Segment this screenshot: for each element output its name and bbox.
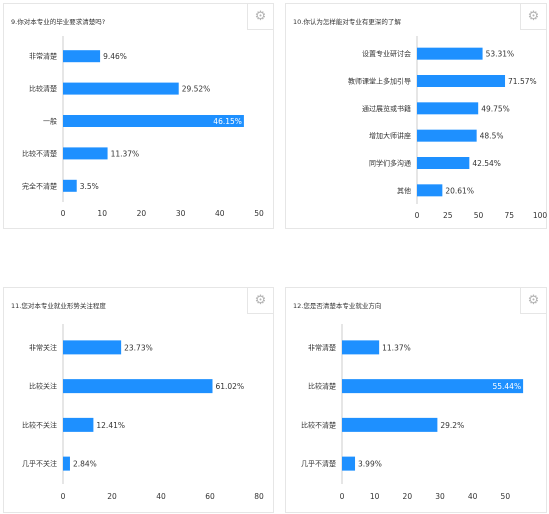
data-label: 42.54% bbox=[472, 159, 501, 168]
tick-label: 25 bbox=[443, 211, 453, 220]
tick-label: 40 bbox=[468, 492, 478, 501]
category-label: 通过展览或书籍 bbox=[362, 104, 411, 113]
bar bbox=[63, 417, 94, 432]
tick-label: 30 bbox=[176, 209, 186, 218]
chart-title: 11.您对本专业就业形势关注程度 bbox=[11, 302, 106, 310]
category-label: 同学们多沟通 bbox=[369, 159, 411, 168]
data-label: 20.61% bbox=[445, 186, 474, 195]
bar bbox=[417, 75, 506, 87]
bar bbox=[417, 184, 443, 197]
bar bbox=[63, 179, 77, 192]
tick-label: 50 bbox=[474, 211, 484, 220]
data-label: 3.99% bbox=[358, 460, 382, 469]
bar bbox=[417, 157, 470, 169]
bar bbox=[417, 47, 483, 60]
category-label: 其他 bbox=[397, 186, 411, 195]
data-label: 29.52% bbox=[182, 85, 211, 94]
category-label: 增加大师讲座 bbox=[369, 131, 411, 140]
category-label: 完全不清楚 bbox=[22, 181, 57, 190]
bar bbox=[63, 147, 108, 160]
data-label: 11.37% bbox=[382, 343, 411, 352]
tick-label: 50 bbox=[254, 209, 264, 218]
tick-label: 50 bbox=[501, 492, 511, 501]
data-label: 9.46% bbox=[103, 52, 127, 61]
tick-label: 20 bbox=[403, 492, 413, 501]
bar-chart-2: 设置专业研讨会 53.31% 教师课堂上多加引导 71.57% 通过展览或书籍 49.75… bbox=[348, 36, 548, 220]
bar bbox=[342, 340, 380, 355]
data-label: 12.41% bbox=[96, 421, 125, 430]
category-label: 非常关注 bbox=[29, 343, 57, 352]
data-label: 61.02% bbox=[215, 382, 244, 391]
data-label: 71.57% bbox=[508, 77, 537, 86]
category-label: 比较不关注 bbox=[22, 420, 57, 429]
gear-icon[interactable]: ⚙ bbox=[247, 288, 273, 314]
category-label: 比较清楚 bbox=[29, 84, 57, 93]
category-label: 比较不清楚 bbox=[301, 420, 336, 429]
bar bbox=[63, 50, 101, 63]
bar bbox=[63, 379, 213, 394]
category-label: 一般 bbox=[43, 117, 57, 126]
category-label: 几乎不关注 bbox=[22, 459, 57, 468]
category-label: 非常清楚 bbox=[29, 52, 57, 61]
data-label: 55.44% bbox=[492, 382, 521, 391]
tick-label: 10 bbox=[97, 209, 107, 218]
chart-panel-3: 11.您对本专业就业形势关注程度 ⚙ 非常关注 23.73% 比较关注 61.02% 比… bbox=[3, 287, 274, 513]
tick-label: 0 bbox=[340, 492, 345, 501]
tick-label: 30 bbox=[435, 492, 445, 501]
tick-label: 0 bbox=[61, 209, 66, 218]
tick-label: 75 bbox=[504, 211, 514, 220]
data-label: 48.5% bbox=[480, 132, 504, 141]
bar bbox=[342, 456, 356, 471]
bar bbox=[63, 82, 179, 95]
bar bbox=[63, 456, 70, 471]
tick-label: 100 bbox=[533, 211, 548, 220]
data-label: 49.75% bbox=[481, 104, 510, 113]
chart-panel-4: 12.您是否清楚本专业就业方向 ⚙ 非常清楚 11.37% 比较清楚 55.44% 比较… bbox=[285, 287, 547, 513]
bar-chart-4: 非常清楚 11.37% 比较清楚 55.44% 比较不清楚 29.2% 几乎不清楚 3.99%… bbox=[301, 324, 524, 501]
tick-label: 20 bbox=[107, 492, 117, 501]
tick-label: 10 bbox=[370, 492, 380, 501]
category-label: 几乎不清楚 bbox=[301, 459, 336, 468]
data-label: 3.5% bbox=[80, 182, 99, 191]
chart-panel-1: 9.你对本专业的毕业要求清楚吗? ⚙ 非常清楚 9.46% 比较清楚 29.52% 一般… bbox=[3, 3, 274, 229]
bar bbox=[417, 102, 479, 115]
tick-label: 0 bbox=[415, 211, 420, 220]
tick-label: 20 bbox=[137, 209, 147, 218]
tick-label: 80 bbox=[254, 492, 264, 501]
data-label: 2.84% bbox=[73, 460, 97, 469]
data-label: 23.73% bbox=[124, 343, 153, 352]
tick-label: 60 bbox=[205, 492, 215, 501]
category-label: 非常清楚 bbox=[308, 343, 336, 352]
bar bbox=[417, 129, 477, 142]
chart-panel-2: 10.你认为怎样能对专业有更深的了解 ⚙ 设置专业研讨会 53.31% 教师课堂上多… bbox=[285, 3, 547, 229]
bar bbox=[63, 340, 122, 355]
category-label: 教师课堂上多加引导 bbox=[348, 77, 411, 86]
bar bbox=[63, 115, 244, 127]
category-label: 比较清楚 bbox=[308, 382, 336, 391]
chart-title: 10.你认为怎样能对专业有更深的了解 bbox=[293, 18, 401, 26]
chart-title: 9.你对本专业的毕业要求清楚吗? bbox=[11, 18, 106, 26]
data-label: 29.2% bbox=[440, 421, 464, 430]
gear-icon[interactable]: ⚙ bbox=[247, 4, 273, 30]
data-label: 11.37% bbox=[111, 149, 140, 158]
chart-title: 12.您是否清楚本专业就业方向 bbox=[293, 302, 382, 310]
tick-label: 40 bbox=[215, 209, 225, 218]
gear-icon[interactable]: ⚙ bbox=[520, 4, 546, 30]
category-label: 比较关注 bbox=[29, 382, 57, 391]
tick-label: 0 bbox=[61, 492, 66, 501]
category-label: 设置专业研讨会 bbox=[362, 49, 411, 58]
category-label: 比较不清楚 bbox=[22, 149, 57, 158]
gear-icon[interactable]: ⚙ bbox=[520, 288, 546, 314]
tick-label: 40 bbox=[156, 492, 166, 501]
bar-chart-1: 非常清楚 9.46% 比较清楚 29.52% 一般 46.15% 比较不清楚 11.37% 完全… bbox=[22, 36, 264, 218]
bar bbox=[342, 417, 438, 432]
data-label: 46.15% bbox=[213, 117, 242, 126]
data-label: 53.31% bbox=[486, 50, 515, 59]
bar-chart-3: 非常关注 23.73% 比较关注 61.02% 比较不关注 12.41% 几乎不关注 2.84… bbox=[22, 324, 264, 501]
bar bbox=[342, 379, 524, 394]
